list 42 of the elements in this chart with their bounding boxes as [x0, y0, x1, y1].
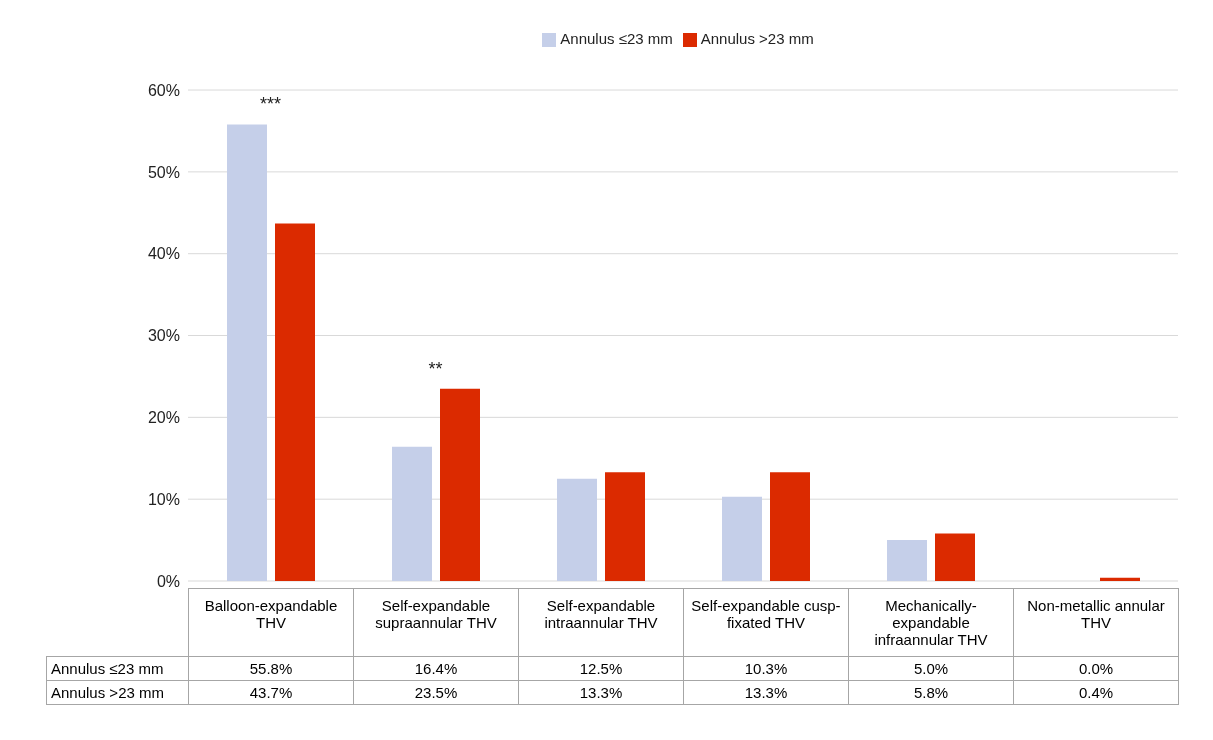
- data-label: 23.5%: [353, 680, 519, 705]
- x-tick-label: Self-expandable supraannular THV: [353, 588, 519, 657]
- legend-label: Annulus >23 mm: [700, 30, 814, 47]
- bar: [722, 496, 762, 581]
- bar: [392, 446, 432, 581]
- data-label: 13.3%: [683, 680, 849, 705]
- y-tick-label: 40%: [147, 245, 180, 263]
- data-label: 0.0%: [1013, 656, 1179, 681]
- text: Annulus ≤23 mm: [51, 660, 164, 677]
- bar: [227, 124, 267, 581]
- y-tick-label: 60%: [147, 81, 180, 99]
- y-tick-label: 20%: [147, 409, 180, 427]
- x-tick-label: Non-metallic annular THV: [1013, 588, 1179, 657]
- y-tick-label: 0%: [156, 572, 180, 590]
- annotation: **: [428, 358, 443, 379]
- bar: [440, 388, 480, 581]
- bar: [605, 472, 645, 581]
- bar: [1100, 577, 1140, 581]
- y-tick-label: 10%: [147, 490, 180, 508]
- x-tick-label: Balloon-expandable THV: [188, 588, 354, 657]
- text: Annulus >23 mm: [51, 684, 164, 701]
- data-label: 13.3%: [518, 680, 684, 705]
- data-label: 12.5%: [518, 656, 684, 681]
- data-label: 16.4%: [353, 656, 519, 681]
- data-label: 5.0%: [848, 656, 1014, 681]
- data-label: 43.7%: [188, 680, 354, 705]
- data-label: 10.3%: [683, 656, 849, 681]
- bar: [275, 223, 315, 581]
- x-tick-label: Self-expandable cusp-fixated THV: [683, 588, 849, 657]
- bar: [887, 540, 927, 581]
- bar: [770, 472, 810, 581]
- y-tick-label: 50%: [147, 163, 180, 181]
- legend-label: Annulus ≤23 mm: [560, 30, 673, 47]
- x-tick-label: Mechanically-expandable infraannular THV: [848, 588, 1014, 657]
- bar: [935, 533, 975, 581]
- bar: [557, 478, 597, 581]
- x-tick-label: Self-expandable intraannular THV: [518, 588, 684, 657]
- data-label: 5.8%: [848, 680, 1014, 705]
- data-label: 55.8%: [188, 656, 354, 681]
- y-tick-label: 30%: [147, 327, 180, 345]
- data-label: 0.4%: [1013, 680, 1179, 705]
- annotation: ***: [259, 94, 282, 115]
